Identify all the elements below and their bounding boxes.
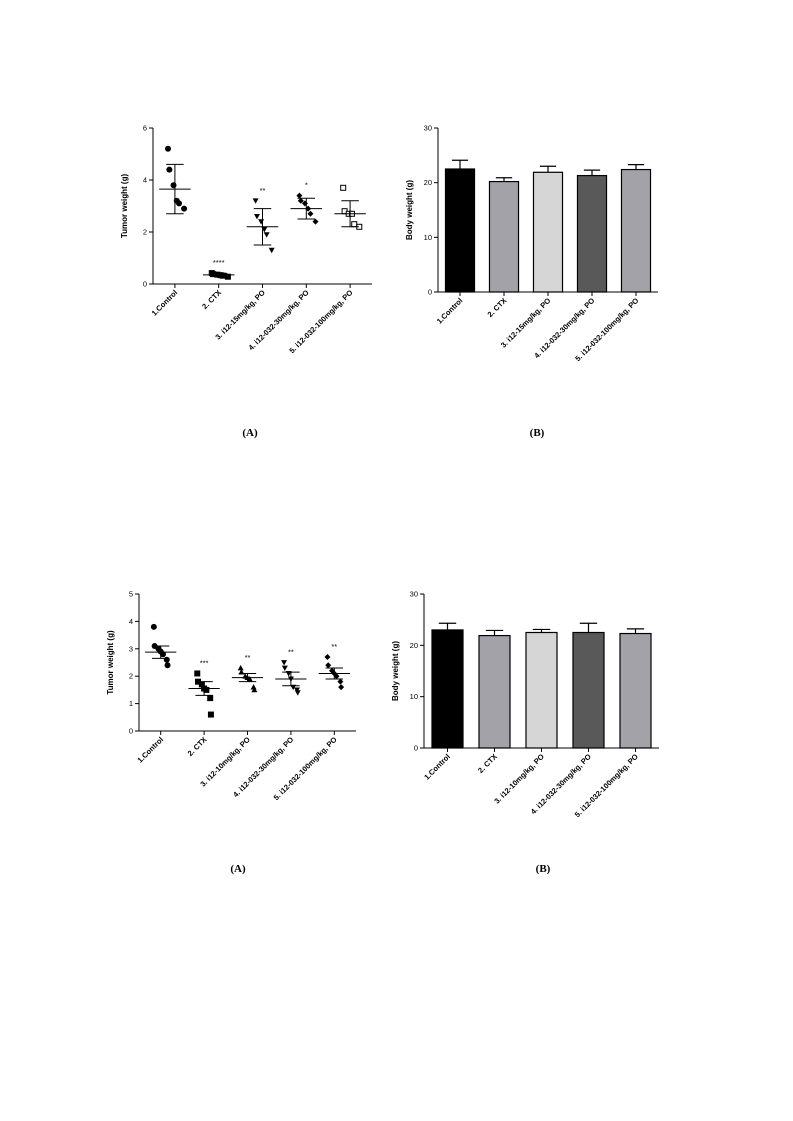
x-tick-label: 1.Control <box>150 288 180 318</box>
data-point <box>207 711 214 718</box>
data-point <box>258 219 265 225</box>
y-tick-label: 3 <box>129 644 133 653</box>
y-tick-label: 4 <box>143 176 147 185</box>
x-tick-label: 1.Control <box>422 752 452 782</box>
y-tick-label: 0 <box>129 727 133 736</box>
significance-label: * <box>305 181 308 190</box>
x-tick-label: 1.Control <box>435 296 465 326</box>
data-point <box>165 145 172 152</box>
x-tick-label: 1.Control <box>135 735 165 765</box>
x-tick-label: 3. i12-10mg/kg, PO <box>492 752 546 806</box>
significance-label: ** <box>331 642 337 651</box>
y-tick-label: 5 <box>129 590 133 599</box>
data-point <box>224 273 231 280</box>
data-point <box>294 690 301 696</box>
data-point <box>176 200 183 207</box>
y-axis-label: Body weight (g) <box>391 641 400 701</box>
y-tick-label: 2 <box>143 228 147 237</box>
y-axis-label: Body weight (g) <box>405 180 414 240</box>
significance-label: ** <box>260 186 266 195</box>
bar <box>431 629 464 749</box>
data-point <box>351 221 358 228</box>
bar <box>576 174 608 293</box>
bar <box>444 168 476 293</box>
y-tick-label: 0 <box>143 280 147 289</box>
y-tick-label: 30 <box>410 590 418 599</box>
data-point <box>194 670 201 677</box>
data-point <box>198 681 205 688</box>
y-axis-label: Tumor weight (g) <box>120 174 129 239</box>
data-point <box>150 623 157 630</box>
data-point <box>210 271 217 278</box>
data-point <box>163 656 170 663</box>
data-point <box>207 695 214 702</box>
x-tick-label: 2. CTX <box>486 296 509 319</box>
panel-caption: (B) <box>530 427 545 439</box>
data-point <box>281 660 288 666</box>
data-point <box>250 684 257 690</box>
data-point <box>337 678 344 685</box>
significance-label: ** <box>245 653 251 662</box>
bar <box>525 631 558 749</box>
data-point <box>340 184 347 191</box>
y-tick-label: 20 <box>424 178 432 187</box>
panel-caption: (A) <box>230 863 246 875</box>
data-point <box>296 192 303 199</box>
data-point <box>253 214 260 220</box>
data-point <box>246 675 253 682</box>
data-point <box>281 665 288 671</box>
y-axis-label: Tumor weight (g) <box>106 630 115 695</box>
data-point <box>164 662 171 669</box>
data-point <box>159 651 166 658</box>
data-point <box>251 686 258 693</box>
data-point <box>170 182 177 189</box>
significance-label: *** <box>200 658 209 667</box>
data-point <box>324 654 331 661</box>
bar <box>572 631 605 749</box>
y-tick-label: 10 <box>424 233 432 242</box>
data-point <box>297 197 304 204</box>
y-tick-label: 0 <box>414 744 418 753</box>
bar <box>488 180 520 293</box>
y-tick-label: 1 <box>129 699 133 708</box>
bar <box>532 171 564 293</box>
y-tick-label: 2 <box>129 672 133 681</box>
data-point <box>219 272 226 279</box>
panel-caption: (B) <box>536 863 551 875</box>
bar <box>478 634 511 749</box>
data-point <box>268 247 275 254</box>
y-tick-label: 30 <box>424 124 432 133</box>
y-tick-label: 20 <box>410 641 418 650</box>
y-tick-label: 10 <box>410 692 418 701</box>
bar <box>620 168 652 293</box>
data-point <box>181 205 188 212</box>
data-point <box>307 210 314 217</box>
data-point <box>263 232 270 238</box>
y-tick-label: 4 <box>129 617 133 626</box>
panel-caption: (A) <box>242 427 258 439</box>
x-tick-label: 2. CTX <box>476 752 499 775</box>
bar <box>619 632 652 749</box>
data-point <box>237 664 244 671</box>
bar-chart: 0 10 20 30 Body weight (g) 1.Control 2. CTX3. … <box>391 590 659 819</box>
significance-label: **** <box>213 258 225 267</box>
data-point <box>293 687 300 693</box>
data-point <box>252 198 259 204</box>
x-tick-label: 2. CTX <box>200 288 223 311</box>
x-tick-label: 2. CTX <box>186 735 209 758</box>
y-tick-label: 0 <box>428 288 432 297</box>
data-point <box>325 662 332 669</box>
data-point <box>338 684 345 691</box>
data-point <box>312 218 319 225</box>
significance-label: ** <box>288 648 294 657</box>
y-tick-label: 6 <box>143 124 147 133</box>
data-point <box>166 166 173 173</box>
data-point <box>203 686 210 693</box>
data-point <box>333 673 340 680</box>
